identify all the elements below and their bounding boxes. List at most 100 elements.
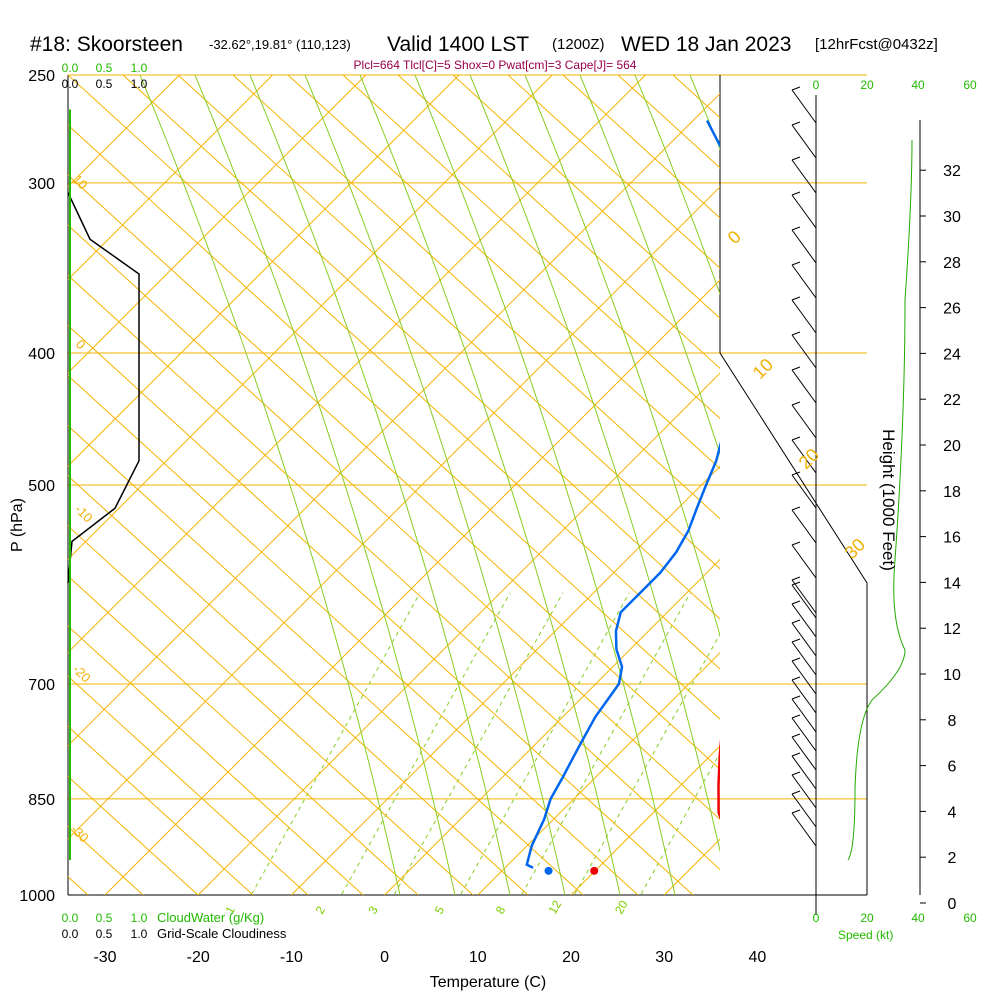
station-title: #18: Skoorsteen bbox=[30, 33, 183, 56]
pressure-tick-500: 500 bbox=[28, 478, 55, 495]
wind-barb-flag-3 bbox=[791, 191, 801, 196]
moist-adiabat-1 bbox=[194, 75, 456, 895]
wind-barb-7 bbox=[791, 334, 817, 369]
mixing-ratio-label-5: 5 bbox=[432, 903, 448, 916]
mixing-ratio-label-8: 8 bbox=[493, 903, 509, 916]
speed-bottom-tick-0: 0 bbox=[813, 911, 820, 925]
mixing-ratio-lines bbox=[250, 592, 720, 895]
cloudwater-bottom-tick-0: 0.0 bbox=[62, 911, 79, 925]
temperature-tick--10: -10 bbox=[280, 949, 303, 966]
pressure-tick-250: 250 bbox=[28, 68, 55, 85]
moist-adiabat-2 bbox=[249, 75, 511, 895]
moist-adiabat-8 bbox=[579, 75, 720, 456]
adiabat-7 bbox=[452, 75, 720, 319]
moist-adiabat-9 bbox=[634, 75, 720, 296]
wind-barb-5 bbox=[791, 264, 817, 299]
speed-top-tick-0: 0 bbox=[813, 78, 820, 92]
height-axis-title: Height (1000 Feet) bbox=[879, 429, 898, 571]
wind-barb-4 bbox=[791, 229, 817, 264]
cloudiness-top-tick-2: 1.0 bbox=[131, 77, 148, 91]
valid-time: Valid 1400 LST bbox=[387, 33, 529, 56]
mixing-ratio-line-12 bbox=[573, 633, 720, 895]
mixing-ratio-label-3: 3 bbox=[365, 903, 381, 916]
mixing-ratio-label-2: 2 bbox=[313, 903, 329, 916]
height-tick-28: 28 bbox=[943, 255, 961, 272]
isotherm--60 bbox=[68, 75, 646, 654]
wind-barb-9 bbox=[791, 404, 817, 439]
wind-speed-profile bbox=[847, 139, 913, 861]
cloudwater-bottom-tick-1: 0.5 bbox=[96, 911, 113, 925]
height-tick-30: 30 bbox=[943, 209, 961, 226]
isotherms bbox=[68, 75, 1000, 895]
moist-adiabat-7 bbox=[524, 75, 720, 638]
wind-barb-3 bbox=[791, 194, 817, 229]
mixing-ratio-line-2 bbox=[340, 592, 511, 895]
temperature-tick-0: 0 bbox=[380, 949, 389, 966]
wind-barb-24 bbox=[791, 755, 817, 790]
wind-barb-flag-14 bbox=[791, 576, 801, 581]
wind-barb-flag-8 bbox=[791, 366, 801, 371]
right-frame-diagonal bbox=[719, 352, 868, 895]
adiabat--2 bbox=[68, 174, 720, 770]
auxiliary-lines bbox=[67, 95, 926, 915]
height-tick-26: 26 bbox=[943, 301, 961, 318]
adiabat--10 bbox=[68, 575, 419, 895]
adiabat-6 bbox=[397, 75, 720, 370]
wind-barb-11 bbox=[791, 474, 817, 509]
height-tick-10: 10 bbox=[943, 667, 961, 684]
speed-top-tick-60: 60 bbox=[963, 78, 977, 92]
cloudwater-top-tick-2: 1.0 bbox=[131, 61, 148, 75]
wind-barb-flag-2 bbox=[791, 156, 801, 161]
moist-adiabat-0 bbox=[139, 75, 401, 895]
mixing-ratio-label-20: 20 bbox=[612, 898, 631, 917]
isotherm-side-label-4: -30 bbox=[68, 822, 92, 846]
height-tick-14: 14 bbox=[943, 575, 961, 592]
mixing-ratio-line-8 bbox=[520, 592, 691, 895]
adiabat--13 bbox=[68, 725, 254, 895]
speed-bottom-tick-40: 40 bbox=[911, 911, 925, 925]
wind-barb-flag-23 bbox=[791, 733, 801, 738]
isotherm-label-30: 30 bbox=[841, 535, 869, 563]
wind-barb-19 bbox=[791, 660, 817, 695]
wind-barb-flag-10 bbox=[791, 436, 801, 441]
isotherm--50 bbox=[68, 92, 720, 747]
cloudiness-top-tick-1: 0.5 bbox=[96, 77, 113, 91]
pressure-tick-400: 400 bbox=[28, 346, 55, 363]
wind-barb-0 bbox=[791, 89, 817, 124]
cloudiness-bottom-tick-1: 0.5 bbox=[96, 927, 113, 941]
trace-temperature bbox=[717, 738, 720, 820]
wind-barb-flag-11 bbox=[791, 471, 801, 476]
moist-adiabat-6 bbox=[469, 75, 720, 853]
mixing-ratio-label-12: 12 bbox=[546, 898, 565, 917]
adiabat-0 bbox=[68, 75, 720, 670]
adiabat-9 bbox=[562, 75, 720, 219]
adiabat-2 bbox=[177, 75, 720, 570]
cloudiness-bottom-tick-0: 0.0 bbox=[62, 927, 79, 941]
adiabat-5 bbox=[342, 75, 720, 420]
wind-barb-14 bbox=[791, 579, 817, 614]
isotherm--20 bbox=[197, 372, 720, 895]
wind-barb-flag-5 bbox=[791, 261, 801, 266]
adiabat--1 bbox=[68, 124, 720, 720]
isotherm-50 bbox=[851, 75, 1000, 895]
adiabat--6 bbox=[68, 374, 639, 895]
adiabat--5 bbox=[68, 324, 694, 895]
mixing-ratio-line-5 bbox=[459, 592, 630, 895]
wind-barb-flag-13 bbox=[791, 541, 801, 546]
isotherm-10 bbox=[477, 652, 720, 895]
adiabat--3 bbox=[68, 224, 720, 821]
pressure-tick-1000: 1000 bbox=[19, 888, 55, 905]
moist-adiabat-4 bbox=[359, 75, 621, 895]
wind-barb-flag-25 bbox=[791, 771, 801, 776]
cloudwater-top-tick-1: 0.5 bbox=[96, 61, 113, 75]
isotherm--80 bbox=[68, 75, 460, 467]
dry-adiabats bbox=[68, 75, 720, 895]
forecast-label: [12hrFcst@0432z] bbox=[815, 36, 938, 53]
adiabat--12 bbox=[68, 675, 309, 895]
wind-barb-flag-18 bbox=[791, 638, 801, 643]
cloudiness-profile bbox=[67, 192, 140, 583]
stability-indices: Plcl=664 Tlcl[C]=5 Shox=0 Pwat[cm]=3 Cap… bbox=[354, 58, 637, 72]
mixing-ratio-line-1 bbox=[250, 592, 421, 895]
height-tick-2: 2 bbox=[948, 850, 957, 867]
